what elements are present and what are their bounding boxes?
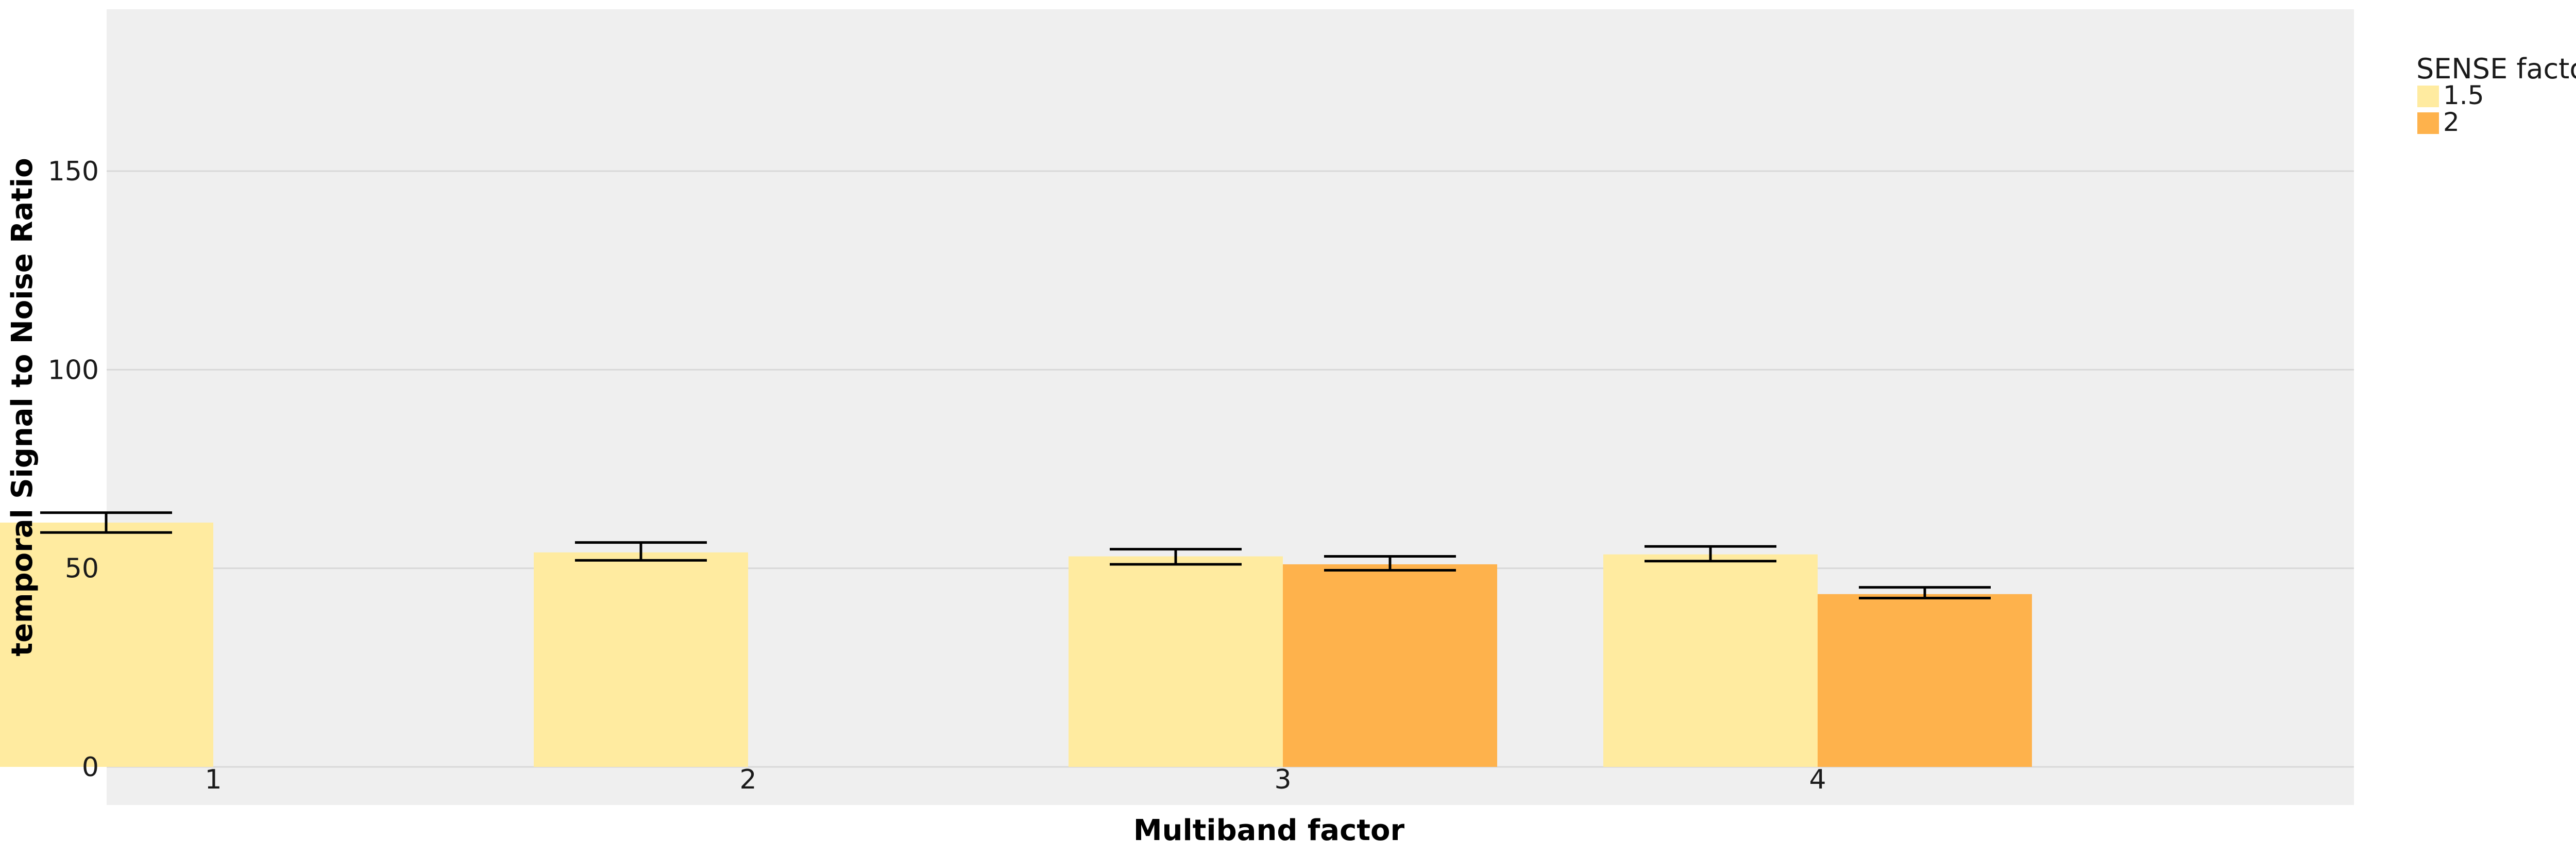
bars xyxy=(0,523,2032,767)
legend: SENSE factor 1.52 xyxy=(2416,53,2576,137)
y-tick-label: 0 xyxy=(82,752,99,783)
bar-sense-1.5-mb-1 xyxy=(0,523,213,767)
legend-title: SENSE factor xyxy=(2416,53,2576,85)
error-bar-sense-2-mb-3 xyxy=(1324,555,1456,572)
legend-label: 1.5 xyxy=(2443,80,2484,110)
bar-sense-1.5-mb-4 xyxy=(1603,554,1818,767)
legend-swatch xyxy=(2417,86,2439,107)
error-bar-sense-1.5-mb-4 xyxy=(1645,545,1776,563)
bar-sense-1.5-mb-3 xyxy=(1069,556,1283,767)
y-tick-label: 150 xyxy=(48,156,99,187)
x-tick-label: 4 xyxy=(1809,764,1826,795)
y-tick-labels: 0 50 100 150 xyxy=(48,156,99,783)
x-tick-labels: 1 2 3 4 xyxy=(205,764,1826,795)
y-axis-title: temporal Signal to Noise Ratio xyxy=(6,158,39,656)
bar-sense-2-mb-3 xyxy=(1283,564,1497,767)
bar-sense-1.5-mb-2 xyxy=(534,552,748,767)
x-tick-label: 3 xyxy=(1274,764,1291,795)
legend-items: 1.52 xyxy=(2417,80,2484,137)
error-bar-sense-1.5-mb-1 xyxy=(40,511,172,534)
x-axis-title: Multiband factor xyxy=(1133,814,1405,847)
y-tick-label: 50 xyxy=(65,554,99,584)
bar-sense-2-mb-4 xyxy=(1818,594,2032,767)
error-bar-sense-2-mb-4 xyxy=(1859,586,1991,599)
x-tick-label: 2 xyxy=(739,764,756,795)
legend-item: 1.5 xyxy=(2417,80,2484,110)
error-bar-sense-1.5-mb-3 xyxy=(1110,548,1242,566)
y-tick-label: 100 xyxy=(48,355,99,385)
legend-swatch xyxy=(2417,112,2439,134)
error-bar-sense-1.5-mb-2 xyxy=(575,541,707,562)
error-bars xyxy=(40,511,1991,599)
legend-label: 2 xyxy=(2443,107,2460,137)
legend-item: 2 xyxy=(2417,107,2460,137)
x-tick-label: 1 xyxy=(205,764,222,795)
